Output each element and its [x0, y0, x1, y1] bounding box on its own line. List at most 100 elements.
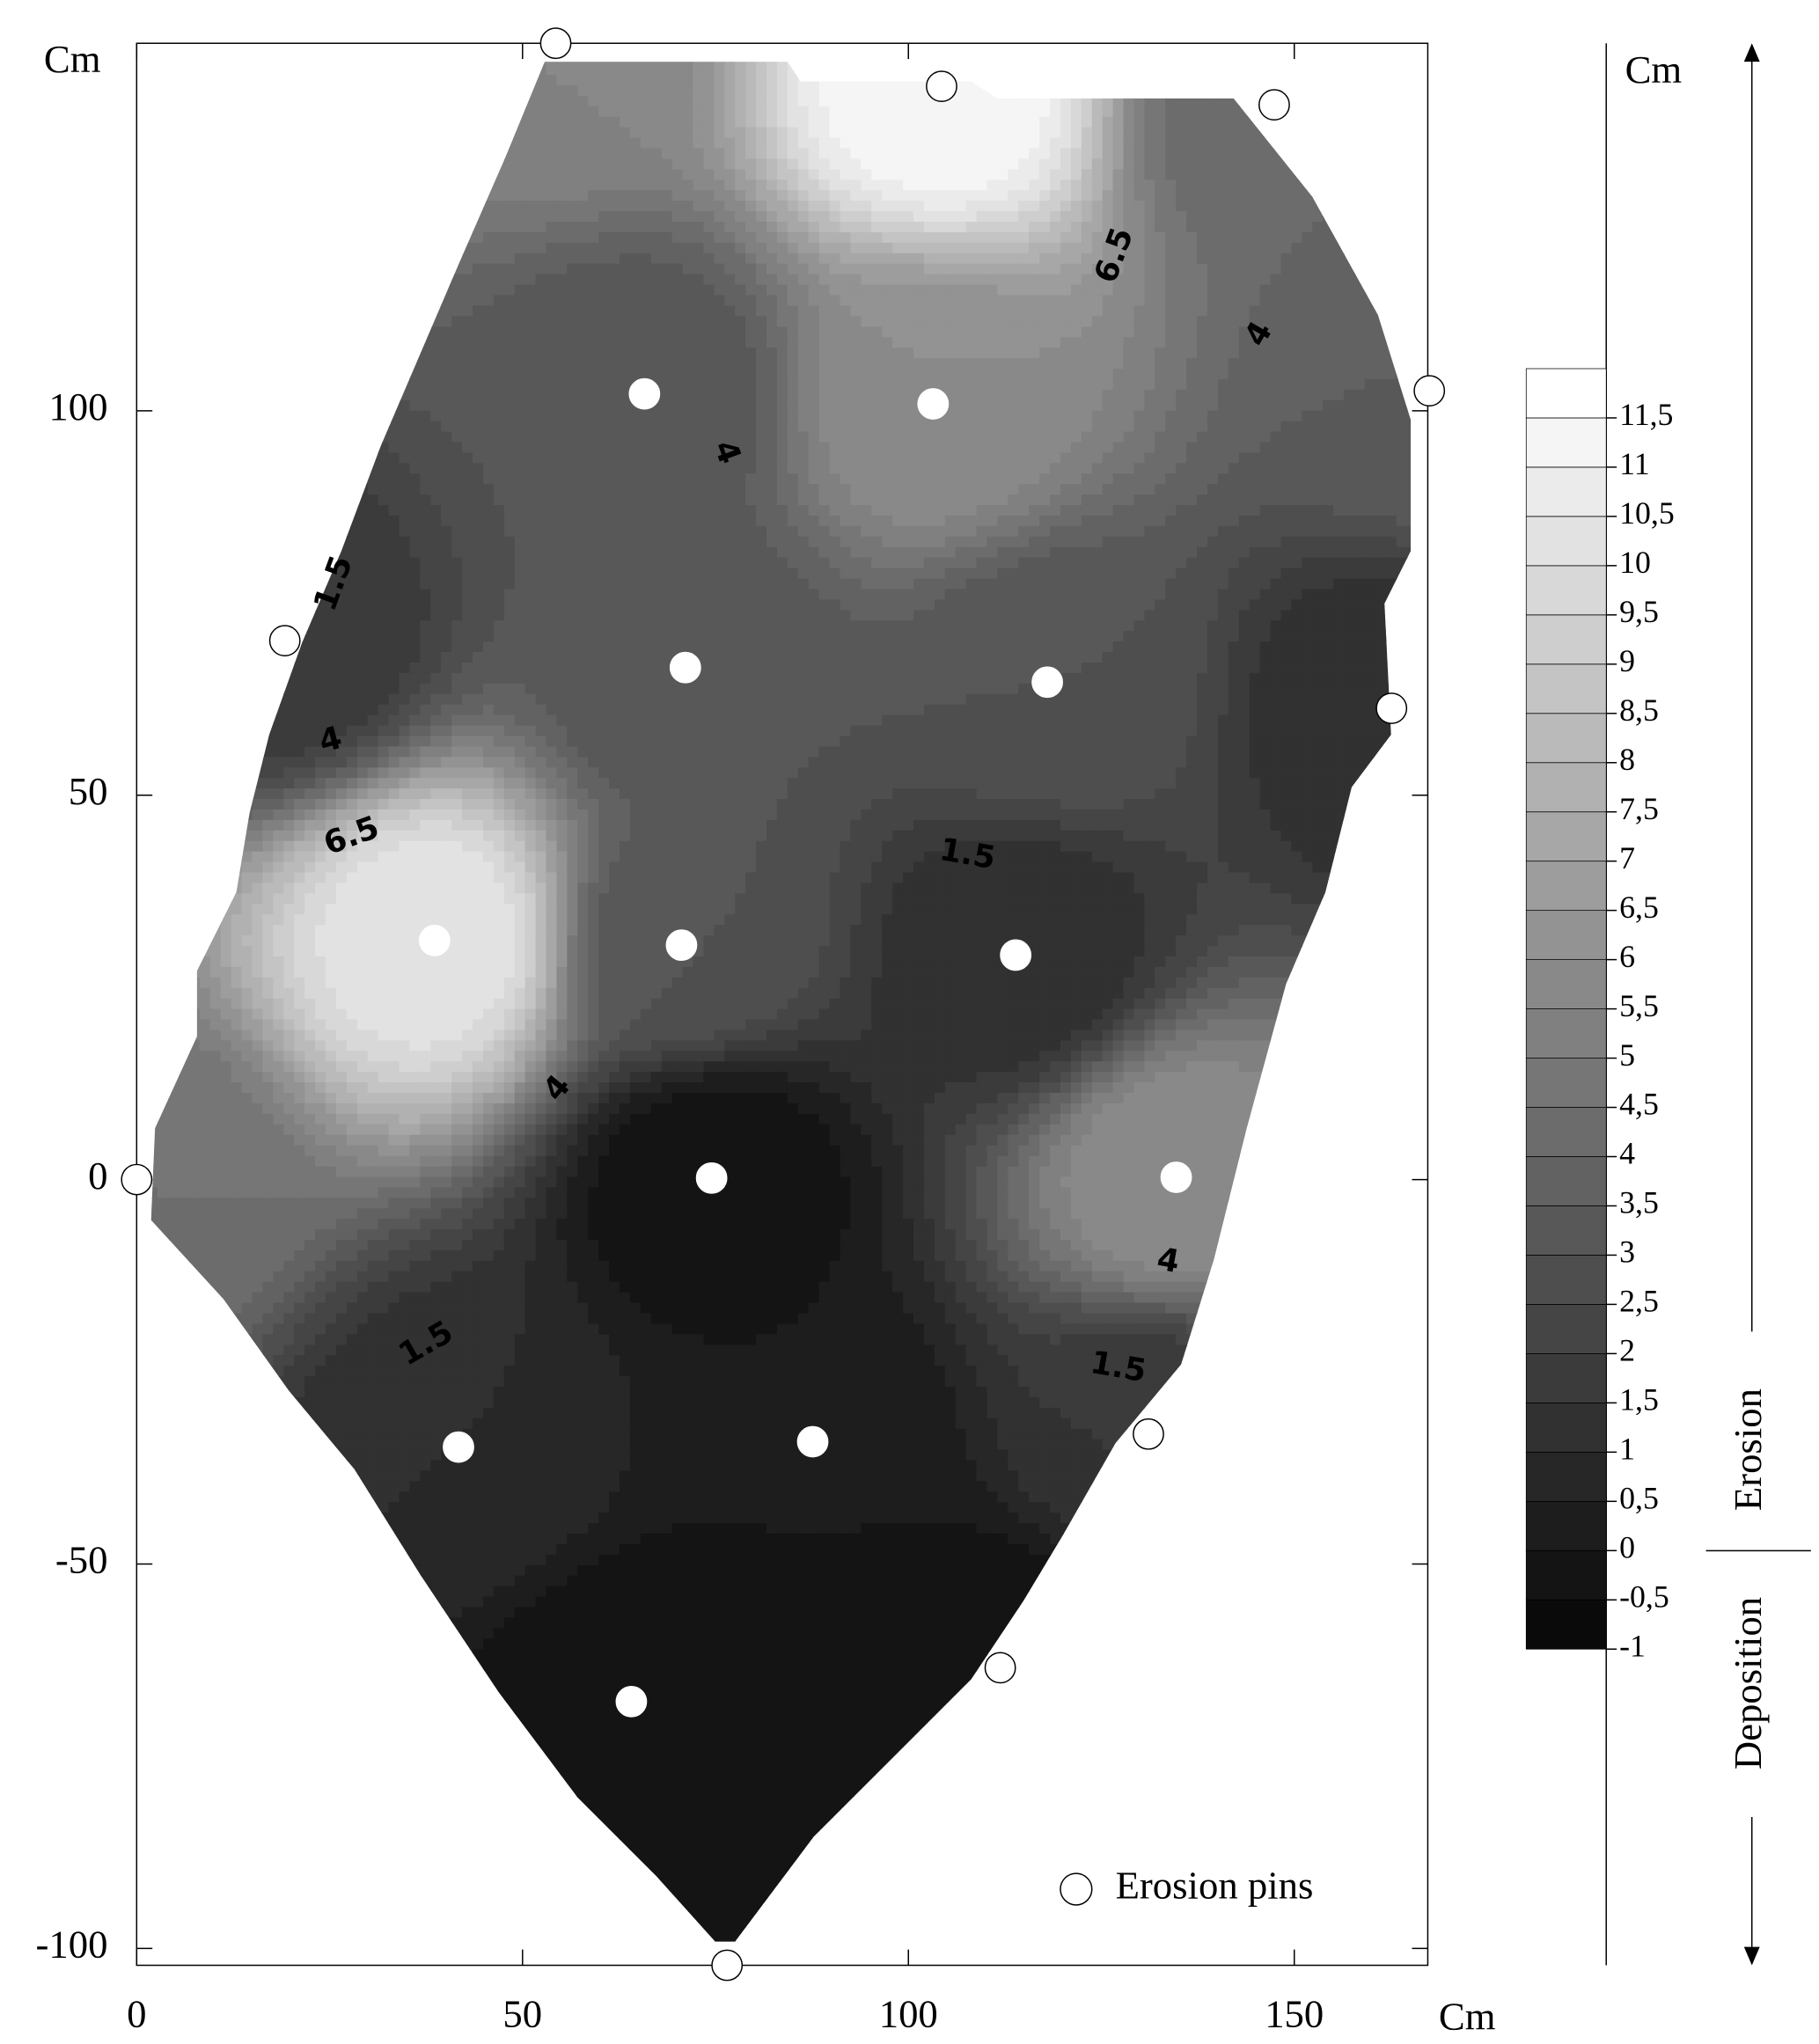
field-cell [661, 148, 673, 160]
field-cell [934, 148, 946, 160]
field-cell [1323, 201, 1334, 212]
field-cell [714, 169, 726, 181]
field-cell [913, 221, 925, 233]
field-cell [776, 84, 788, 97]
field-cell [1207, 410, 1219, 422]
field-cell [1418, 158, 1429, 170]
field-cell [535, 84, 547, 97]
field-cell [934, 201, 946, 212]
field-cell [808, 305, 820, 318]
field-cell [199, 274, 211, 286]
field-cell [1344, 127, 1355, 139]
field-cell [745, 64, 757, 76]
field-cell [294, 295, 306, 307]
field-cell [357, 43, 369, 55]
field-cell [503, 169, 516, 181]
field-cell [168, 242, 180, 254]
field-cell [1155, 316, 1167, 328]
field-cell [1039, 74, 1051, 86]
field-cell [682, 389, 694, 401]
field-cell [503, 452, 516, 465]
field-cell [934, 463, 946, 475]
field-cell [776, 295, 788, 307]
field-cell [441, 431, 453, 443]
field-cell [797, 242, 810, 254]
field-cell [629, 305, 642, 318]
field-cell [252, 263, 264, 275]
field-cell [1207, 137, 1219, 150]
field-cell [976, 221, 988, 233]
field-cell [1259, 305, 1272, 318]
field-cell [567, 431, 579, 443]
field-cell [997, 148, 1009, 160]
field-cell [787, 410, 799, 422]
field-cell [188, 463, 201, 475]
field-cell [1197, 263, 1208, 275]
field-cell [787, 452, 799, 465]
field-cell [1385, 221, 1397, 233]
field-cell [735, 64, 747, 76]
field-cell [556, 389, 568, 401]
field-cell [735, 62, 747, 65]
field-cell [482, 389, 495, 401]
field-cell [829, 169, 841, 181]
field-cell [693, 368, 705, 380]
field-cell [1228, 190, 1240, 202]
field-cell [1280, 274, 1293, 286]
field-cell [367, 421, 379, 433]
field-cell [871, 179, 884, 192]
field-cell [661, 190, 673, 202]
field-cell [903, 74, 914, 86]
field-cell [252, 127, 264, 139]
field-cell [850, 326, 862, 339]
field-cell [1155, 106, 1167, 118]
field-cell [745, 295, 757, 307]
field-cell [335, 137, 348, 150]
field-cell [283, 127, 296, 139]
field-cell [923, 348, 935, 359]
field-cell [136, 400, 148, 412]
field-cell [451, 326, 463, 339]
field-cell [997, 316, 1009, 328]
field-cell [682, 274, 694, 286]
field-cell [535, 463, 547, 475]
field-cell [556, 274, 568, 286]
field-cell [1344, 231, 1355, 244]
field-cell [168, 95, 180, 107]
field-cell [567, 106, 579, 118]
field-cell [913, 305, 925, 318]
field-cell [294, 452, 306, 465]
field-cell [188, 284, 201, 297]
field-cell [482, 431, 495, 443]
field-cell [797, 116, 810, 128]
field-cell [1249, 305, 1261, 318]
field-cell [179, 43, 190, 55]
field-cell [462, 84, 473, 97]
field-cell [472, 137, 484, 150]
field-cell [378, 305, 390, 318]
field-cell [724, 368, 737, 380]
field-cell [1280, 378, 1293, 391]
field-cell [1165, 231, 1177, 244]
field-cell [1344, 242, 1355, 254]
field-cell [1333, 116, 1345, 128]
field-cell [1050, 421, 1061, 433]
field-cell [556, 295, 568, 307]
field-cell [1228, 348, 1240, 359]
field-cell [735, 284, 747, 297]
field-cell [808, 389, 820, 401]
field-cell [1270, 389, 1282, 401]
field-cell [766, 337, 778, 349]
field-cell [1103, 43, 1114, 55]
field-cell [1259, 348, 1272, 359]
field-cell [482, 221, 495, 233]
field-cell [766, 242, 778, 254]
field-cell [766, 463, 778, 475]
field-cell [535, 62, 547, 65]
field-cell [262, 378, 275, 391]
field-cell [1091, 431, 1104, 443]
field-cell [1364, 274, 1376, 286]
field-cell [776, 378, 788, 391]
field-cell [346, 179, 358, 192]
field-cell [682, 95, 694, 107]
